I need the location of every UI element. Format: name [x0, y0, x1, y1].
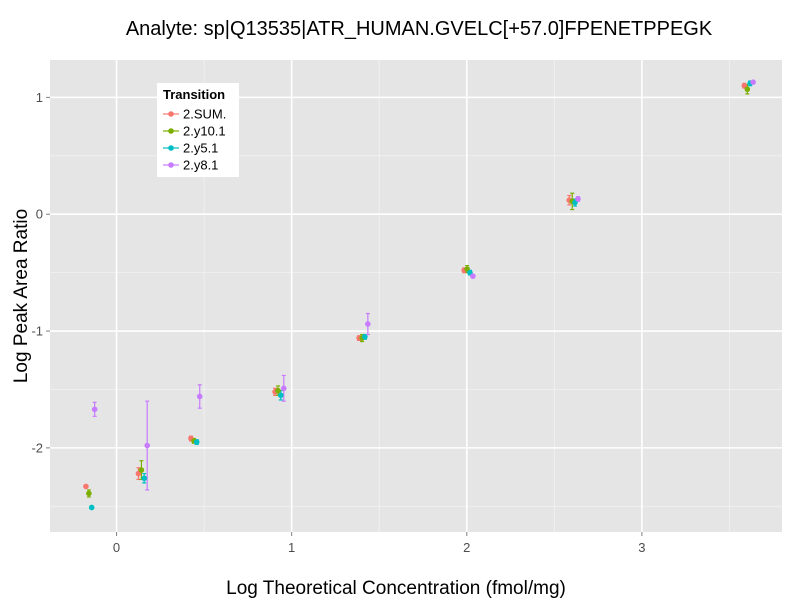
legend-key-point-2-y10-1	[168, 128, 174, 134]
point-2-y8-1	[196, 393, 203, 400]
y-axis-ticks: -2 -1 0 1	[31, 90, 50, 455]
point-2-sum	[83, 483, 89, 490]
y-tick-label: 0	[36, 207, 43, 222]
legend-items: 2.SUM. 2.y10.1 2.y5.1 2.y8.1	[163, 107, 226, 173]
point-2-y10-1	[138, 467, 145, 473]
point-2-y10-1	[86, 490, 92, 497]
point-2-y8-1	[144, 442, 150, 449]
legend-label-2-sum: 2.SUM.	[183, 107, 226, 122]
point-2-y8-1	[91, 406, 98, 413]
legend-key-point-2-sum	[168, 111, 174, 117]
point-2-y8-1	[575, 196, 581, 202]
legend-label-2-y8-1: 2.y8.1	[183, 158, 218, 173]
point-2-y8-1	[365, 321, 371, 327]
legend-title: Transition	[163, 87, 225, 102]
y-tick-label: -1	[31, 324, 43, 339]
y-axis-title: Log Peak Area Ratio	[11, 209, 32, 383]
x-tick-label: 3	[638, 540, 645, 555]
point-2-y5-1	[278, 392, 284, 399]
point-2-y5-1	[88, 504, 95, 511]
x-tick-label: 1	[288, 540, 295, 555]
x-tick-label: 0	[113, 540, 120, 555]
legend: Transition 2.SUM. 2.y10.1 2.y5.1 2.y8.1	[157, 83, 239, 177]
legend-label-2-y10-1: 2.y10.1	[183, 124, 226, 139]
x-axis-title: Log Theoretical Concentration (fmol/mg)	[226, 578, 566, 599]
data-points	[83, 79, 756, 511]
point-2-y5-1	[141, 475, 148, 482]
x-tick-label: 2	[463, 540, 470, 555]
y-tick-label: -2	[31, 440, 43, 455]
point-2-y5-1	[193, 439, 200, 445]
chart-title: Analyte: sp|Q13535|ATR_HUMAN.GVELC[+57.0…	[126, 18, 713, 40]
point-2-y8-1	[470, 273, 476, 279]
point-2-y5-1	[362, 334, 368, 340]
point-2-y8-1	[280, 385, 287, 392]
legend-label-2-y5-1: 2.y5.1	[183, 141, 218, 156]
point-2-y8-1	[750, 79, 756, 85]
legend-key-point-2-y5-1	[168, 145, 174, 151]
y-tick-label: 1	[36, 90, 43, 105]
x-axis-ticks: 0 1 2 3	[113, 532, 646, 555]
point-2-y10-1	[275, 387, 281, 394]
legend-key-point-2-y8-1	[168, 162, 174, 168]
point-2-y10-1	[744, 86, 751, 93]
